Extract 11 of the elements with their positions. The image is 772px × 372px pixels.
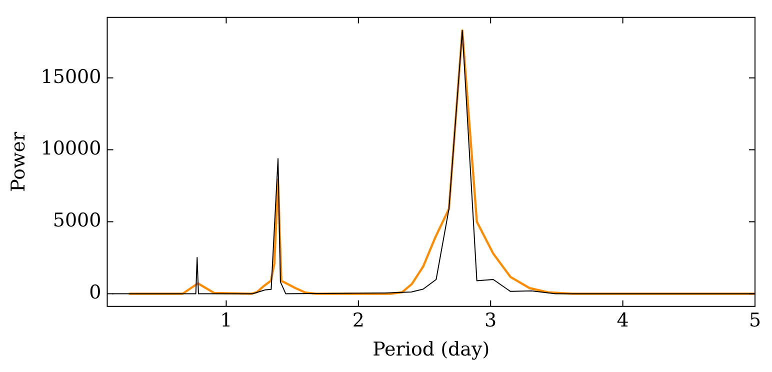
x-tick-label: 5 <box>748 310 762 332</box>
y-tick-label: 0 <box>89 282 102 304</box>
x-tick-label: 4 <box>616 310 629 332</box>
x-tick-label: 1 <box>220 310 232 332</box>
x-axis-title: Period (day) <box>372 338 490 361</box>
x-tick-label: 2 <box>352 310 364 332</box>
y-tick-label: 15000 <box>40 66 102 88</box>
y-axis-title: Power <box>7 130 30 192</box>
y-tick-label: 10000 <box>40 138 102 160</box>
x-tick-label: 3 <box>484 310 497 332</box>
y-tick-label: 5000 <box>52 210 102 232</box>
